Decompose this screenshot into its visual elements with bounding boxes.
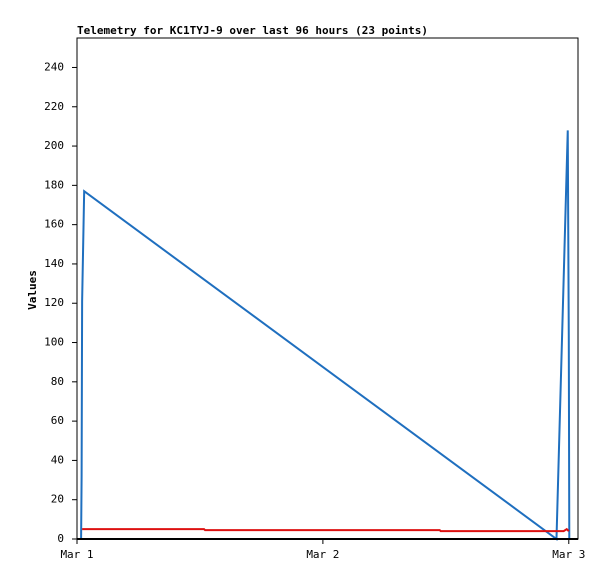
y-tick-label: 60	[51, 414, 64, 427]
y-tick-label: 120	[44, 296, 64, 309]
plot-frame	[76, 37, 579, 540]
chart-title: Telemetry for KC1TYJ-9 over last 96 hour…	[77, 24, 428, 37]
y-tick-label: 140	[44, 257, 64, 270]
series-line	[80, 130, 571, 541]
y-tick-label: 80	[51, 375, 64, 388]
series-line	[82, 527, 570, 533]
y-tick-label: 240	[44, 60, 64, 73]
x-tick-label: Mar 3	[552, 548, 585, 561]
x-tick-label: Mar 2	[306, 548, 339, 561]
y-tick-label: 160	[44, 218, 64, 231]
y-tick-label: 0	[57, 532, 64, 545]
y-tick-label: 180	[44, 178, 64, 191]
y-axis-label: Values	[26, 270, 39, 310]
y-tick-label: 200	[44, 139, 64, 152]
y-tick-label: 220	[44, 100, 64, 113]
y-tick-label: 40	[51, 453, 64, 466]
y-tick-label: 20	[51, 493, 64, 506]
x-tick-label: Mar 1	[60, 548, 93, 561]
y-tick-label: 100	[44, 336, 64, 349]
